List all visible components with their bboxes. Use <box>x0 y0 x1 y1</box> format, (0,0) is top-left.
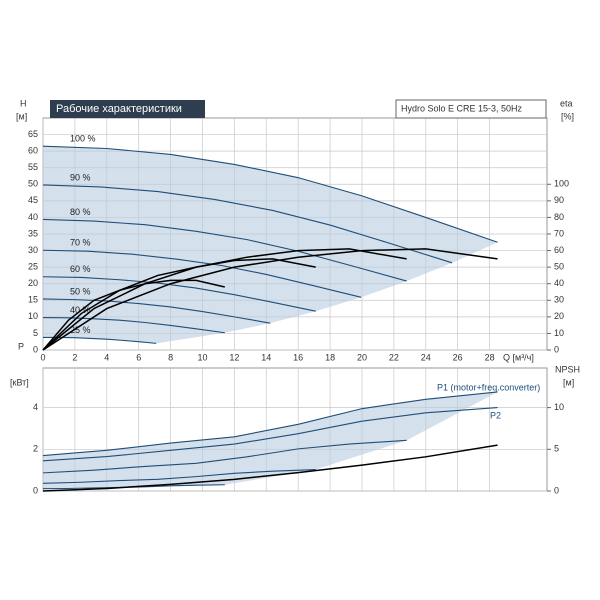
curve <box>42 258 316 351</box>
y2-tick-label: 10 <box>554 402 564 412</box>
y2-tick-label: 60 <box>554 245 564 255</box>
chart-subtitle: Hydro Solo E CRE 15-3, 50Hz <box>401 103 523 113</box>
curve-label: 25 % <box>70 325 91 335</box>
x-tick-label: 16 <box>293 352 303 362</box>
curve-label: 100 % <box>70 134 96 144</box>
curve <box>42 407 498 462</box>
x-tick-label: 22 <box>389 352 399 362</box>
y-tick-label: 40 <box>28 212 38 222</box>
subtitle-box <box>395 99 547 119</box>
x-tick-label: 6 <box>136 352 141 362</box>
annotation: P2 <box>490 410 501 420</box>
curve <box>42 276 316 312</box>
y2-tick-label: 40 <box>554 278 564 288</box>
title-box <box>50 100 205 118</box>
curve <box>42 444 498 492</box>
y2-label: NPSH <box>555 364 580 374</box>
y2-tick-label: 0 <box>554 344 559 354</box>
y2-unit: [%] <box>561 111 574 121</box>
x-tick-label: 14 <box>261 352 271 362</box>
curve-label: 60 % <box>70 264 91 274</box>
y2-tick-label: 0 <box>554 485 559 495</box>
curve-label: 70 % <box>70 238 91 248</box>
operating-area <box>43 391 498 489</box>
y2-label: eta <box>560 98 573 108</box>
y-tick-label: 0 <box>33 344 38 354</box>
y2-tick-label: 50 <box>554 262 564 272</box>
y-tick-label: 35 <box>28 228 38 238</box>
curve <box>42 298 271 324</box>
x-tick-label: 8 <box>168 352 173 362</box>
x-tick-label: 0 <box>40 352 45 362</box>
y2-tick-label: 90 <box>554 195 564 205</box>
y2-tick-label: 20 <box>554 311 564 321</box>
annotation: P1 (motor+freq.converter) <box>437 382 540 392</box>
y-label: H <box>20 98 27 108</box>
x-tick-label: 20 <box>357 352 367 362</box>
x-tick-label: 12 <box>229 352 239 362</box>
y2-tick-label: 10 <box>554 328 564 338</box>
y2-tick-label: 80 <box>554 212 564 222</box>
y-tick-label: 30 <box>28 245 38 255</box>
y2-tick-label: 5 <box>554 444 559 454</box>
y2-tick-label: 70 <box>554 228 564 238</box>
curve <box>42 391 498 457</box>
x-tick-label: 10 <box>197 352 207 362</box>
curve <box>42 145 498 243</box>
y-tick-label: 45 <box>28 195 38 205</box>
curve <box>42 249 362 298</box>
y-tick-label: 60 <box>28 146 38 156</box>
curve <box>42 439 407 474</box>
curve <box>42 279 225 351</box>
chart-title: Рабочие характеристики <box>56 103 182 115</box>
y-label: P <box>18 341 24 351</box>
curve-label: 40 % <box>70 305 91 315</box>
x-tick-label: 26 <box>453 352 463 362</box>
y-tick-label: 50 <box>28 179 38 189</box>
curve-label: 50 % <box>70 286 91 296</box>
y2-tick-label: 100 <box>554 179 569 189</box>
x-tick-label: 18 <box>325 352 335 362</box>
y2-tick-label: 30 <box>554 295 564 305</box>
y2-unit: [м] <box>563 377 574 387</box>
y-tick-label: 15 <box>28 295 38 305</box>
y-tick-label: 65 <box>28 129 38 139</box>
y-tick-label: 55 <box>28 162 38 172</box>
y-unit: [м] <box>16 111 27 121</box>
curve <box>42 248 498 351</box>
y-tick-label: 5 <box>33 328 38 338</box>
y-tick-label: 0 <box>33 485 38 495</box>
y-tick-label: 10 <box>28 311 38 321</box>
y-tick-label: 25 <box>28 262 38 272</box>
curve-label: 90 % <box>70 172 91 182</box>
x-tick-label: 28 <box>485 352 495 362</box>
curve-label: 80 % <box>70 207 91 217</box>
x-tick-label: 24 <box>421 352 431 362</box>
curve <box>42 184 453 264</box>
curve <box>42 316 225 334</box>
curve <box>42 468 316 484</box>
y-unit: [кВт] <box>10 377 29 387</box>
y-tick-label: 20 <box>28 278 38 288</box>
y-tick-label: 4 <box>33 402 38 412</box>
curve <box>42 218 407 282</box>
y-tick-label: 2 <box>33 444 38 454</box>
x-tick-label: 4 <box>104 352 109 362</box>
x-tick-label: 2 <box>72 352 77 362</box>
x-label: Q [м³/ч] <box>503 352 534 362</box>
